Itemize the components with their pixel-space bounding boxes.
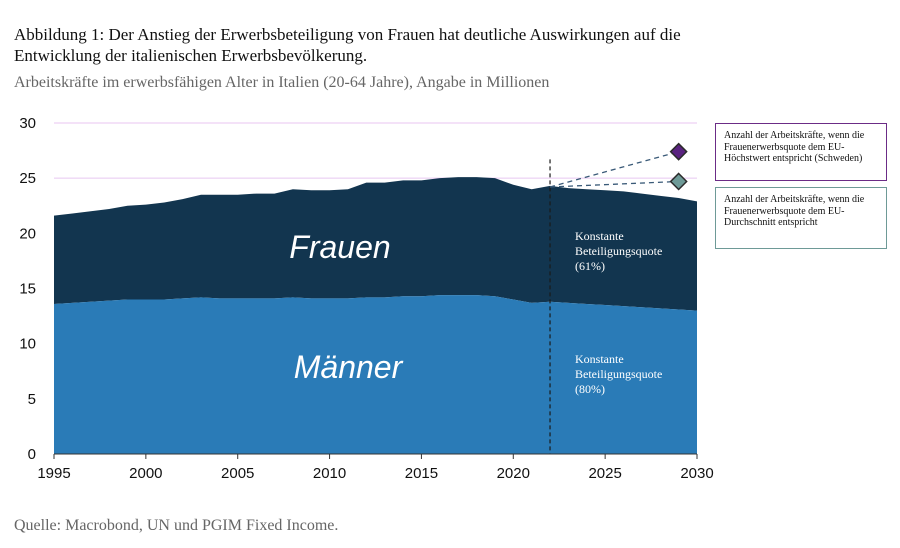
scenario-marker-sweden — [669, 142, 688, 161]
x-tick-label: 2015 — [405, 465, 438, 482]
area-labels: Frauen Männer — [289, 229, 403, 385]
scenario-legend-sweden: Anzahl der Arbeitskräfte, wenn die Fraue… — [715, 123, 887, 181]
annotation-frauen-line: Konstante — [575, 229, 624, 243]
scenario-legend-eu-average: Anzahl der Arbeitskräfte, wenn die Fraue… — [715, 187, 887, 249]
series-area-maenner — [54, 295, 697, 454]
y-tick-label: 15 — [19, 281, 36, 298]
areas — [54, 177, 697, 454]
scenario-overlay — [549, 142, 688, 454]
x-tick-label: 1995 — [37, 465, 70, 482]
y-tick-label: 30 — [19, 115, 36, 132]
x-tick-label: 2000 — [129, 465, 162, 482]
annotation-maenner-line: (80%) — [575, 382, 605, 396]
x-tick-label: 2020 — [497, 465, 530, 482]
scenario-marker-eu-average — [669, 172, 688, 191]
x-tick-label: 2010 — [313, 465, 346, 482]
scenario-line-sweden — [549, 151, 679, 188]
annotation-maenner-line: Konstante — [575, 352, 624, 366]
source-note: Quelle: Macrobond, UN und PGIM Fixed Inc… — [14, 517, 339, 534]
axes: 1995 2000 2005 2010 2015 2020 2025 203005101520… — [19, 115, 713, 482]
series-area-frauen — [54, 177, 697, 311]
area-annotations: KonstanteBeteiligungsquote(61%)Konstante… — [575, 229, 662, 396]
annotation-maenner-line: Beteiligungsquote — [575, 367, 662, 381]
chart-title: Abbildung 1: Der Anstieg der Erwerbsbete… — [14, 25, 681, 65]
annotation-frauen-line: Beteiligungsquote — [575, 244, 662, 258]
y-tick-label: 25 — [19, 170, 36, 187]
y-tick-label: 5 — [28, 391, 36, 408]
x-tick-label: 2030 — [680, 465, 713, 482]
y-tick-label: 0 — [28, 446, 36, 463]
scenario-line-eu-average — [550, 180, 679, 188]
area-label-frauen: Frauen — [289, 229, 390, 265]
y-tick-label: 20 — [19, 225, 36, 242]
area-label-maenner: Männer — [294, 349, 404, 385]
y-tick-label: 10 — [19, 336, 36, 353]
x-tick-label: 2025 — [588, 465, 621, 482]
x-tick-label: 2005 — [221, 465, 254, 482]
annotation-frauen-line: (61%) — [575, 259, 605, 273]
chart-subtitle: Arbeitskräfte im erwerbsfähigen Alter in… — [14, 74, 550, 91]
